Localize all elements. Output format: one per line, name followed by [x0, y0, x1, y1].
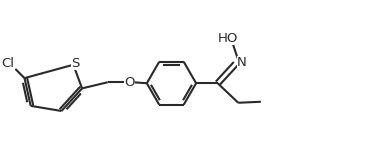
Text: S: S	[71, 57, 80, 70]
Text: HO: HO	[218, 32, 238, 45]
Text: O: O	[124, 76, 135, 89]
Text: Cl: Cl	[2, 57, 14, 70]
Text: N: N	[237, 56, 247, 69]
